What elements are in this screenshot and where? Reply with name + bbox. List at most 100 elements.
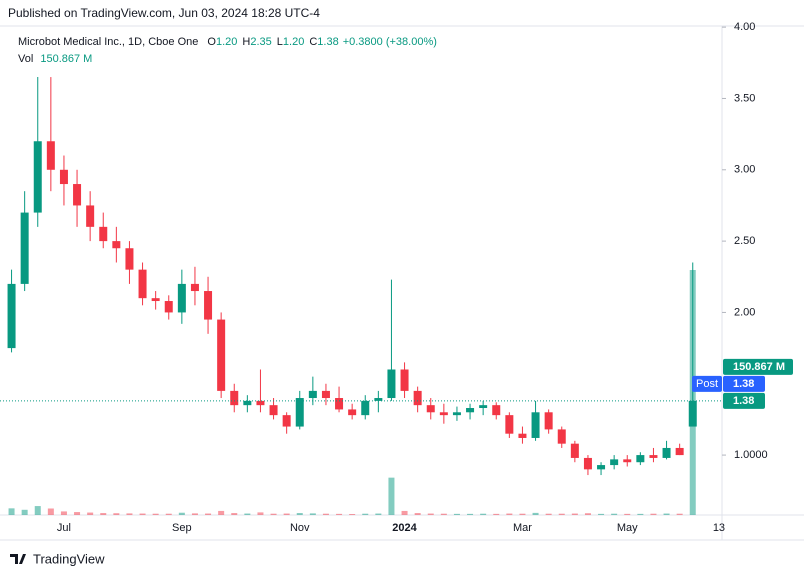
volume-bar bbox=[506, 513, 513, 515]
y-tick-label: 3.00 bbox=[734, 164, 755, 176]
volume-bar bbox=[178, 512, 185, 515]
volume-label: Vol bbox=[18, 53, 33, 65]
candle-body bbox=[99, 226, 108, 242]
volume-bar bbox=[467, 513, 474, 515]
volume-bar bbox=[100, 513, 107, 515]
volume-bar bbox=[480, 513, 487, 515]
y-tick-label: 1.0000 bbox=[734, 449, 768, 461]
candle-body bbox=[321, 390, 330, 399]
candle-body bbox=[492, 405, 501, 416]
candle-body bbox=[439, 412, 448, 416]
candle-body bbox=[662, 447, 671, 458]
volume-bar bbox=[532, 512, 539, 515]
volume-bar bbox=[21, 509, 28, 515]
volume-bar bbox=[244, 513, 251, 515]
volume-bar bbox=[336, 513, 343, 515]
volume-bar bbox=[388, 477, 395, 515]
volume-bar bbox=[152, 513, 159, 515]
ohlc-key: C bbox=[309, 36, 317, 48]
candle-body bbox=[177, 283, 186, 313]
volume-bar bbox=[309, 513, 316, 515]
x-tick-label: 13 bbox=[713, 522, 725, 534]
y-tick-label: 4.00 bbox=[734, 21, 755, 33]
volume-bar bbox=[637, 513, 644, 515]
volume-bar bbox=[349, 514, 356, 515]
y-tick-label: 2.50 bbox=[734, 235, 755, 247]
symbol-title: Microbot Medical Inc., 1D, Cboe One bbox=[18, 36, 198, 48]
candle-body bbox=[204, 291, 213, 320]
volume-tag-label: 150.867 M bbox=[733, 361, 785, 373]
ohlc-value: 2.35 bbox=[250, 36, 271, 48]
candle-body bbox=[636, 455, 645, 463]
volume-bar bbox=[270, 513, 277, 515]
ohlc-key: O bbox=[207, 36, 216, 48]
brand: TradingView bbox=[33, 551, 105, 566]
candle-body bbox=[518, 433, 527, 438]
candle-body bbox=[86, 205, 95, 227]
candle-body bbox=[335, 398, 344, 410]
candle-body bbox=[531, 412, 540, 438]
candle-body bbox=[20, 212, 29, 284]
candle-body bbox=[112, 241, 121, 249]
ohlc-value: 1.20 bbox=[283, 36, 304, 48]
volume-bar bbox=[257, 512, 264, 515]
volume-bar bbox=[453, 513, 460, 515]
candle-body bbox=[583, 457, 592, 470]
legend: Microbot Medical Inc., 1D, Cboe One O1.2… bbox=[18, 36, 437, 48]
y-tick-label: 3.50 bbox=[734, 92, 755, 104]
post-price-label: 1.38 bbox=[733, 378, 754, 390]
volume-bar bbox=[401, 510, 408, 515]
candle-body bbox=[348, 409, 357, 416]
candle-body bbox=[164, 301, 173, 313]
candle-body bbox=[269, 405, 278, 416]
candle-body bbox=[73, 184, 82, 206]
candle-body bbox=[308, 390, 317, 399]
last-price-label: 1.38 bbox=[733, 395, 754, 407]
post-tag bbox=[692, 375, 722, 392]
candle-body bbox=[7, 283, 16, 349]
post-price-tag bbox=[723, 375, 765, 392]
volume-bar bbox=[545, 513, 552, 515]
candle-body bbox=[295, 398, 304, 427]
volume-bar bbox=[34, 506, 41, 515]
volume-bar bbox=[8, 508, 15, 515]
candle-body bbox=[688, 400, 697, 427]
volume-bar bbox=[191, 513, 198, 515]
x-tick-label: Jul bbox=[57, 522, 71, 534]
volume-bar bbox=[676, 513, 683, 515]
volume-bar bbox=[113, 513, 120, 515]
volume-bar bbox=[218, 510, 225, 515]
volume-bar bbox=[362, 513, 369, 515]
volume-bar bbox=[60, 511, 67, 515]
volume-bar bbox=[296, 513, 303, 515]
volume-bar bbox=[598, 513, 605, 515]
published-note: Published on TradingView.com, Jun 03, 20… bbox=[8, 6, 320, 20]
candle-body bbox=[466, 408, 475, 413]
volume-value: 150.867 M bbox=[40, 53, 92, 65]
candle-body bbox=[46, 141, 55, 170]
volume-bar bbox=[87, 512, 94, 515]
candle-body bbox=[374, 398, 383, 401]
last-price-tag bbox=[723, 392, 765, 409]
candle-body bbox=[361, 400, 370, 416]
x-tick-label: 2024 bbox=[392, 522, 417, 534]
candle-body bbox=[125, 248, 134, 270]
candle-body bbox=[230, 390, 239, 406]
logo-icon bbox=[10, 554, 26, 564]
candle-body bbox=[675, 447, 684, 456]
ohlc-value: 1.20 bbox=[216, 36, 237, 48]
candle-body bbox=[557, 429, 566, 444]
candle-body bbox=[59, 169, 68, 185]
candle-body bbox=[151, 298, 160, 302]
change: +0.3800 (+38.00%) bbox=[343, 36, 437, 48]
candle-body bbox=[256, 400, 265, 406]
candle-body bbox=[479, 405, 488, 409]
candle-body bbox=[649, 455, 658, 458]
candle-body bbox=[505, 415, 514, 434]
volume-bar bbox=[571, 513, 578, 515]
volume-bar bbox=[624, 513, 631, 515]
post-label: Post bbox=[696, 378, 718, 390]
candle-body bbox=[33, 141, 42, 213]
